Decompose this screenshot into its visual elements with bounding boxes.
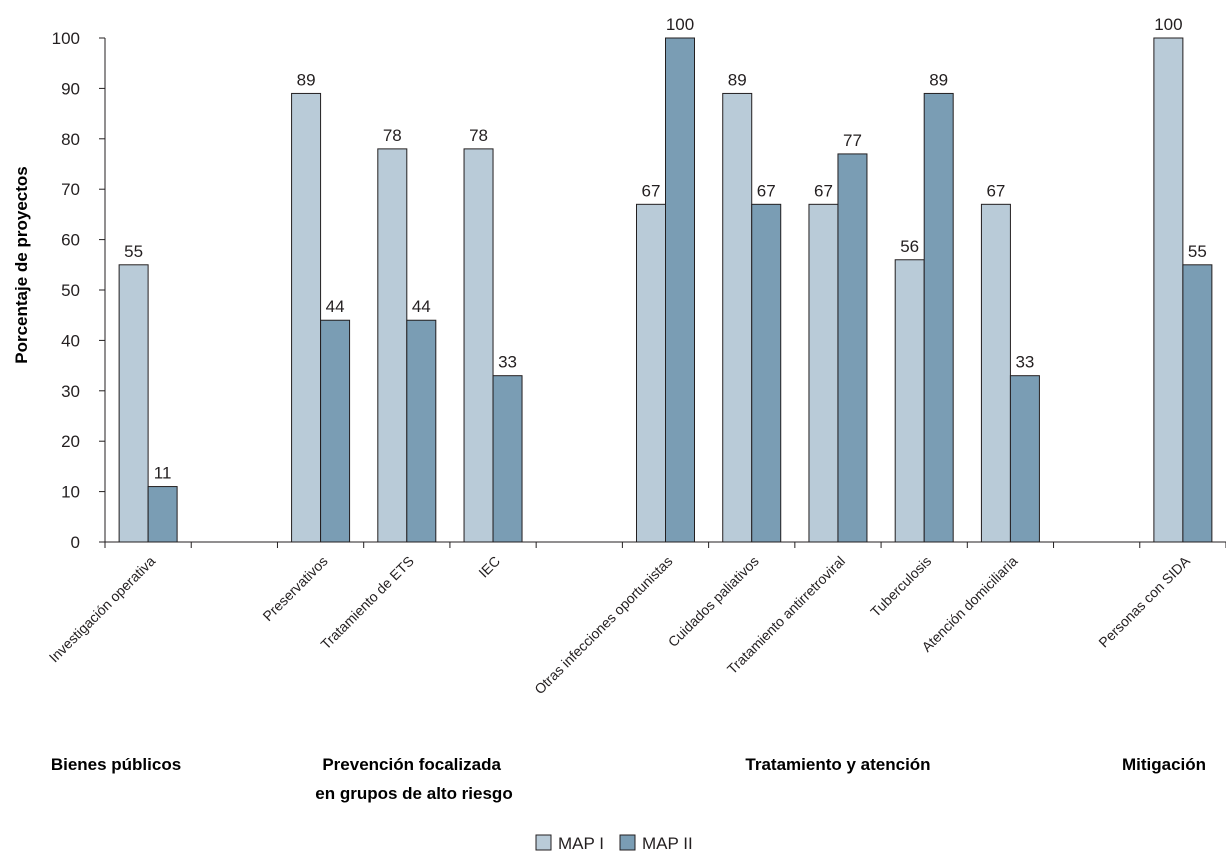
value-label: 55 [1188,242,1207,261]
value-label: 67 [642,181,661,200]
bar-map-i [980,203,1011,543]
value-label: 89 [297,70,316,89]
bar-map-ii [665,37,695,543]
y-tick-label: 70 [61,180,80,199]
category-labels: Investigación operativa PreservativosTrat… [46,552,1194,697]
value-label: 77 [843,131,862,150]
legend: MAP I MAP II [535,834,693,853]
category-label: IEC [475,553,503,581]
bar-map-i [118,264,149,543]
value-label: 67 [986,181,1005,200]
category-label: Tuberculosis [867,553,934,620]
bar-map-ii [837,153,868,543]
bar-map-ii [1009,375,1040,543]
bar-map-ii [406,319,437,543]
bar-map-ii [320,319,351,543]
y-tick-label: 90 [61,79,80,98]
value-label: 100 [666,15,694,34]
y-tick-label: 80 [61,130,80,149]
legend-label-map-i: MAP I [558,834,604,853]
y-tick-label: 60 [61,231,80,250]
value-labels: 55 89 78 78 67 89 67 56 67 100 11 44 44 33 100 67 77 89 33… [124,15,1207,483]
bar-map-i [291,92,322,543]
bar-map-i [722,92,753,543]
value-label: 89 [929,70,948,89]
value-label: 78 [469,126,488,145]
category-label: Personas con SIDA [1095,552,1193,650]
group-label-mitigacion: Mitigación [1122,755,1206,774]
bar-map-i [377,148,408,543]
y-tick-label: 40 [61,331,80,350]
bar-map-i [1153,37,1184,543]
category-label: Preservativos [259,553,330,624]
legend-label-map-ii: MAP II [642,834,693,853]
value-label: 78 [383,126,402,145]
y-tick-label: 30 [61,382,80,401]
value-label: 56 [900,237,919,256]
bar-map-i [894,259,925,543]
y-tick-label: 50 [61,281,80,300]
value-label: 44 [412,297,431,316]
category-label: Otras infecciones oportunistas [531,553,675,697]
value-label: 33 [498,353,517,372]
bar-map-i [808,203,839,543]
group-label-bienes-publicos: Bienes públicos [51,755,181,774]
value-label: 100 [1154,15,1182,34]
bar-map-ii [751,203,782,543]
bar-map-ii [147,486,178,543]
y-axis: 0 10 20 30 40 50 60 70 80 90 100 [52,29,106,552]
value-label: 67 [814,181,833,200]
y-axis-title: Porcentaje de proyectos [12,166,31,363]
group-label-prevencion: Prevención focalizada en grupos de alto … [315,755,512,803]
value-label: 67 [757,181,776,200]
y-tick-label: 10 [61,483,80,502]
legend-swatch-map-i [535,834,552,851]
category-label: Atención domiciliaria [918,553,1020,655]
value-label: 44 [326,297,345,316]
category-label: Investigación operativa [46,553,159,666]
x-axis [104,541,1226,548]
y-tick-label: 100 [52,29,80,48]
value-label: 33 [1015,353,1034,372]
category-label: Tratamiento de ETS [317,553,417,653]
bars [118,37,1213,543]
value-label: 55 [124,242,143,261]
y-tick-label: 20 [61,432,80,451]
value-label: 11 [154,464,172,483]
bar-map-i [463,148,494,543]
y-tick-label: 0 [71,533,80,552]
value-label: 89 [728,70,747,89]
bar-map-i [636,203,666,543]
group-labels: Bienes públicos Prevención focalizada en… [51,755,1206,803]
bar-map-ii [923,92,954,543]
category-label: Cuidados paliativos [665,553,762,650]
bar-map-ii [492,375,523,543]
bar-map-ii [1182,264,1213,543]
legend-swatch-map-ii [619,834,636,851]
group-label-tratamiento: Tratamiento y atención [745,755,930,774]
